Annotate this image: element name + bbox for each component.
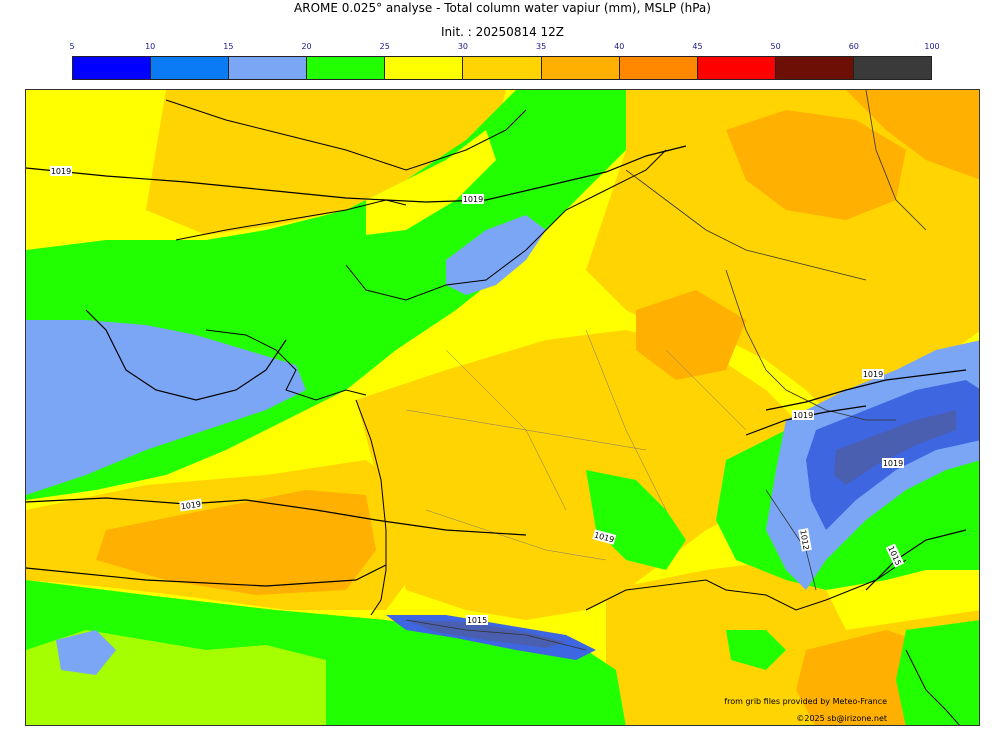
colorbar-tick-label: 25 [379, 42, 390, 51]
isobar-label: 1019 [883, 459, 903, 468]
source-credit: from grib files provided by Meteo-France [724, 697, 887, 706]
colorbar-tick-label: 30 [457, 42, 468, 51]
isobar-label-bg [792, 410, 814, 420]
tcwv-15-20-zone [26, 215, 546, 495]
isobar-label: 1019 [793, 411, 813, 420]
isobar-label-bg [466, 615, 488, 625]
iberia-dry-spot [56, 630, 116, 675]
isobar-label: 1019 [51, 167, 71, 176]
colorbar-segment [73, 57, 152, 79]
colorbar-ticks: 5 10 15 20 25 30 35 40 45 50 60 100 [69, 42, 939, 54]
colorbar-tick-label: 35 [535, 42, 547, 51]
isobar-label-bg [798, 528, 812, 552]
isobars [26, 145, 967, 591]
country-borders [405, 90, 927, 651]
colorbar-tick-label: 10 [145, 42, 156, 51]
colorbar-segment [307, 57, 386, 79]
colorbar-segment [463, 57, 542, 79]
region-borders [405, 329, 747, 561]
isobar-label-bg [885, 543, 905, 568]
colorbar-tick-label: 5 [69, 42, 75, 51]
alps-dry-area [766, 340, 979, 590]
colorbar-tick-label: 20 [301, 42, 312, 51]
isobar-label-bg [592, 529, 617, 545]
isobar-label-bg [462, 194, 484, 204]
isobar-label: 1012 [798, 529, 810, 551]
colorbar-segment [229, 57, 308, 79]
colorbar-segment [541, 57, 620, 79]
map-title: AROME 0.025° analyse - Total column wate… [294, 1, 711, 15]
init-time: Init. : 20250814 12Z [440, 25, 565, 39]
colorbar-tick-label: 45 [692, 42, 703, 51]
copyright-credit: ©2025 sb@irizone.net [796, 714, 887, 723]
colorbar-segment [385, 57, 464, 79]
colorbar-segment [619, 57, 698, 79]
colorbar-segment [151, 57, 230, 79]
colorbar [72, 56, 932, 80]
colorbar-tick-label: 15 [223, 42, 234, 51]
isobar-label: 1019 [863, 370, 883, 379]
isobar-label: 1019 [180, 500, 201, 512]
coastlines [165, 99, 960, 725]
colorbar-tick-label: 50 [770, 42, 781, 51]
colorbar-tick-label: 40 [614, 42, 625, 51]
colorbar-tick-label: 60 [848, 42, 859, 51]
isobar-label-bg [882, 458, 904, 468]
colorbar-tick-label: 100 [924, 42, 940, 51]
map-panel[interactable]: 1019 1019 1019 1019 1019 1019 1019 1015 1012 1015 [25, 89, 980, 726]
isobar-label: 1015 [467, 616, 487, 625]
isobar-label-bg [862, 369, 884, 379]
colorbar-segment [775, 57, 854, 79]
isobar-label-bg [50, 166, 72, 176]
colorbar-segment [853, 57, 932, 79]
isobar-label-bg [179, 498, 203, 512]
colorbar-segment [697, 57, 776, 79]
isobar-label: 1019 [463, 195, 483, 204]
